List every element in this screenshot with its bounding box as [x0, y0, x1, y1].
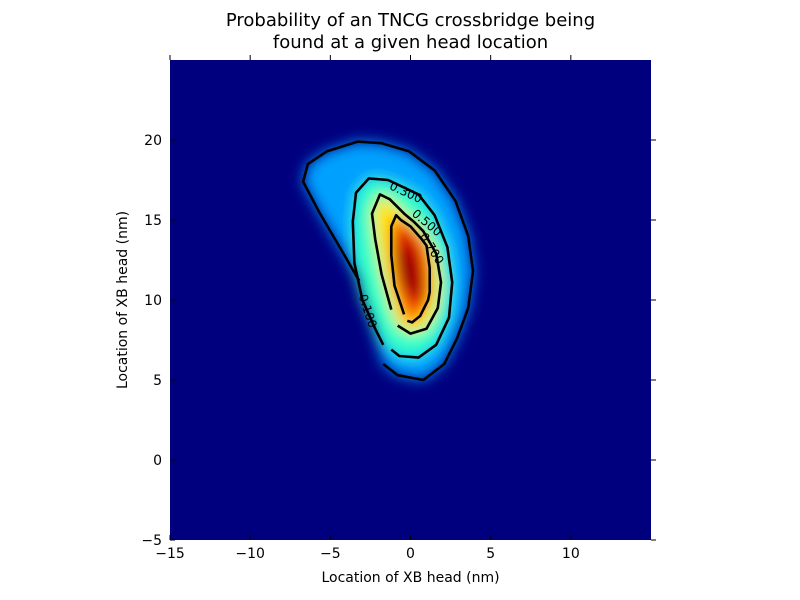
x-tick-label: 10	[562, 546, 580, 562]
x-axis-label: Location of XB head (nm)	[321, 570, 499, 586]
x-tick-label: 0	[406, 546, 415, 562]
y-tick-label: 10	[144, 293, 162, 309]
y-axis-label: Location of XB head (nm)	[115, 211, 131, 389]
x-tick-label: 5	[486, 546, 495, 562]
x-tick-label: −15	[155, 546, 185, 562]
x-axis-ticks: −15 −10 −5 0 5 10	[155, 55, 580, 562]
y-tick-label: 5	[153, 373, 162, 389]
y-tick-label: 20	[144, 133, 162, 149]
heat-peak	[399, 245, 419, 297]
y-tick-label: −5	[141, 533, 162, 549]
x-tick-label: −10	[235, 546, 265, 562]
y-axis-ticks: −5 0 5 10 15 20	[141, 133, 656, 549]
chart-title-line-1: Probability of an TNCG crossbridge being	[226, 10, 595, 31]
contour-line-0.100	[301, 140, 475, 382]
chart-title-line-2: found at a given head location	[273, 32, 548, 53]
contour-line-0.500	[370, 193, 443, 335]
x-tick-label: −5	[320, 546, 341, 562]
y-tick-label: 0	[153, 453, 162, 469]
contour-line-0.700	[390, 213, 431, 324]
y-tick-label: 15	[144, 213, 162, 229]
contour-lines	[301, 140, 475, 382]
contour-line-0.300	[351, 177, 454, 359]
